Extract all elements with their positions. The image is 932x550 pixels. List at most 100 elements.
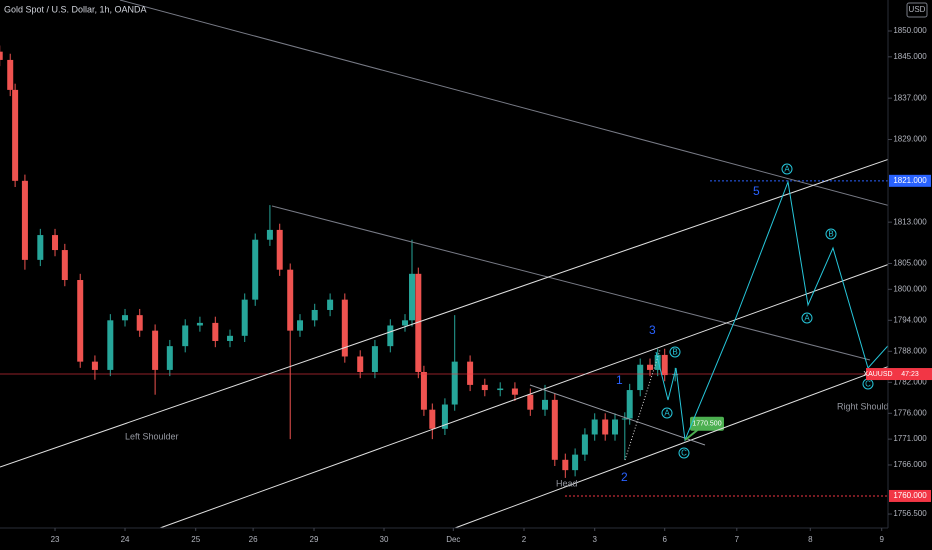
wave-circle-label: A — [804, 314, 810, 323]
x-tick-label: 30 — [380, 535, 389, 544]
y-tick-label: 1845.000 — [893, 52, 927, 61]
currency: USD — [909, 5, 926, 14]
target-label-bg — [690, 416, 724, 431]
candle-body — [542, 399, 549, 410]
candle-body — [497, 388, 504, 391]
time-axis — [0, 528, 932, 550]
wave-circle — [781, 163, 793, 175]
candle-body — [311, 309, 318, 321]
wave-circle-label: B — [672, 348, 677, 357]
candle-body — [441, 404, 448, 429]
candle-body — [122, 315, 129, 321]
candle-body — [402, 320, 409, 326]
candle-body — [602, 419, 609, 435]
candle-body — [451, 361, 458, 405]
candle-body — [481, 384, 488, 391]
target-label: 1770.500 — [692, 421, 721, 428]
candle-body — [287, 269, 294, 331]
candle-body — [647, 364, 654, 370]
candle-body — [420, 371, 427, 410]
candle-body — [37, 235, 44, 260]
wave-circle — [825, 228, 837, 240]
annotation: Left Shoulder — [125, 431, 179, 441]
trend-line — [529, 384, 706, 446]
candle-body — [341, 299, 348, 357]
annotation: Head — [556, 478, 578, 488]
target-pointer — [684, 427, 701, 441]
price-label-bg — [889, 489, 931, 502]
current-price-countdown: 47:23 — [901, 371, 919, 378]
candle-body — [12, 89, 19, 181]
candle-body — [581, 434, 588, 455]
candle-body — [612, 419, 619, 435]
candle-body — [266, 229, 273, 240]
x-tick-label: 8 — [808, 535, 813, 544]
x-tick-label: Dec — [446, 535, 460, 544]
trend-line — [119, 0, 899, 209]
y-tick-label: 1829.000 — [893, 135, 927, 144]
candle-body — [409, 273, 416, 321]
wave-circle-label: A — [784, 165, 790, 174]
candle-body — [0, 51, 3, 60]
y-tick-label: 1771.000 — [893, 434, 927, 443]
wave-circle-label: A — [664, 409, 670, 418]
currency-box — [906, 2, 928, 18]
y-tick-label: 1813.000 — [893, 217, 927, 226]
x-tick-label: 29 — [310, 535, 319, 544]
candle-body — [327, 299, 334, 310]
wave-circle-label: C — [865, 380, 871, 389]
y-tick-label: 1794.000 — [893, 315, 927, 324]
x-tick-label: 9 — [879, 535, 884, 544]
candle-body — [52, 235, 59, 251]
current-price-symbol: XAUUSD — [863, 371, 892, 378]
candle-body — [654, 354, 661, 370]
wave-label: 3 — [649, 323, 656, 337]
x-tick-label: 7 — [735, 535, 740, 544]
x-tick-label: 23 — [51, 535, 60, 544]
candle-body — [371, 346, 378, 372]
candle-body — [511, 388, 518, 395]
wave-circles: A A A B B C C — [661, 163, 874, 459]
wave-circle — [669, 346, 681, 358]
wave-path — [655, 180, 896, 442]
wave-circle-label: C — [681, 449, 687, 458]
x-tick-label: 6 — [662, 535, 667, 544]
candle-body — [297, 320, 304, 331]
wave-label: 1 — [616, 373, 623, 387]
wave-circle — [678, 447, 690, 459]
y-tick-label: 1776.000 — [893, 408, 927, 417]
candle-body — [212, 322, 219, 341]
annotations: Left Shoulder Head Right Shoulder 1 2 3 … — [125, 184, 897, 488]
drawings — [0, 0, 899, 529]
candle-body — [591, 419, 598, 435]
candle-body — [637, 364, 644, 391]
candle-body — [527, 394, 534, 410]
wave-circle — [801, 312, 813, 324]
axes: 1850.000 1845.000 1837.000 1829.000 1813.000… — [51, 26, 932, 544]
annotation: Right Shoulder — [837, 401, 897, 411]
price-label: 1760.000 — [893, 491, 927, 500]
candle-body — [551, 399, 558, 460]
price-axis — [888, 0, 932, 550]
wave-circle-label: B — [828, 230, 833, 239]
candle-body — [467, 361, 474, 385]
candle-body — [357, 356, 364, 372]
price-label: 1821.000 — [893, 176, 927, 185]
candle-body — [166, 346, 173, 370]
x-tick-label: 3 — [592, 535, 597, 544]
candle-body — [196, 322, 203, 326]
channel-line — [159, 261, 896, 529]
candle-body — [241, 299, 248, 336]
price-label-bg — [889, 174, 931, 187]
candle-body — [672, 374, 679, 376]
plot-area: 1770.500 — [0, 45, 888, 497]
candle-body — [136, 315, 143, 331]
candle-body — [429, 409, 436, 429]
candle-body — [61, 250, 68, 281]
candle-body — [227, 335, 234, 341]
y-tick-label: 1766.000 — [893, 460, 927, 469]
candle-body — [415, 273, 422, 372]
y-tick-label: 1800.000 — [893, 284, 927, 293]
y-tick-label: 1805.000 — [893, 259, 927, 268]
